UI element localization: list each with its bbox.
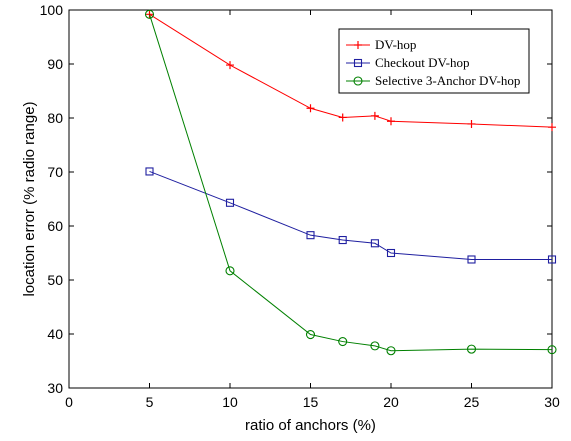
y-tick-label: 40 — [47, 326, 63, 342]
x-tick-label: 0 — [65, 394, 73, 410]
legend-label: Checkout DV-hop — [375, 55, 470, 70]
series-layer — [144, 9, 557, 356]
data-point — [338, 113, 347, 122]
axis-ticks: 0 5 10 15 20 25 30 30 40 50 60 70 80 90 100 — [40, 2, 560, 410]
y-tick-label: 70 — [47, 164, 63, 180]
series-line — [149, 170, 552, 260]
x-tick-label: 20 — [383, 394, 399, 410]
y-tick-label: 100 — [40, 2, 64, 18]
x-tick-label: 5 — [146, 394, 154, 410]
x-tick-label: 25 — [464, 394, 480, 410]
series-1 — [145, 10, 556, 132]
data-point — [306, 104, 315, 113]
data-point — [386, 346, 396, 356]
legend: DV-hop Checkout DV-hop Selective 3-Anchor … — [338, 28, 530, 94]
data-point — [466, 344, 477, 354]
data-point — [306, 231, 315, 240]
x-tick-label: 15 — [303, 394, 319, 410]
data-point — [547, 255, 557, 264]
legend-marker — [353, 76, 363, 86]
series-line — [149, 13, 553, 128]
data-point — [370, 111, 379, 120]
data-point — [338, 337, 348, 347]
data-point — [144, 9, 155, 19]
series-line — [149, 14, 553, 352]
y-tick-label: 90 — [47, 56, 63, 72]
y-tick-label: 60 — [47, 218, 63, 234]
data-point — [226, 61, 234, 70]
data-point — [467, 255, 476, 264]
data-point — [548, 123, 556, 132]
x-axis-title: ratio of anchors (%) — [245, 417, 376, 434]
data-point — [370, 239, 379, 248]
data-point — [370, 341, 380, 351]
legend-entry: Checkout DV-hop — [346, 55, 470, 70]
series-3 — [144, 9, 557, 356]
legend-marker — [354, 41, 362, 49]
data-point — [467, 119, 476, 128]
legend-entry: Selective 3-Anchor DV-hop — [346, 73, 520, 88]
legend-label: Selective 3-Anchor DV-hop — [375, 73, 520, 88]
data-point — [547, 345, 557, 355]
data-point — [225, 266, 235, 276]
y-tick-label: 30 — [47, 380, 63, 396]
data-point — [338, 235, 347, 245]
y-axis-title: location error (% radio range) — [21, 101, 38, 296]
y-tick-label: 50 — [47, 272, 63, 288]
x-tick-label: 10 — [222, 394, 238, 410]
y-tick-label: 80 — [47, 110, 63, 126]
data-point — [387, 117, 395, 126]
data-point — [386, 248, 396, 258]
legend-label: DV-hop — [375, 37, 416, 52]
x-tick-label: 30 — [544, 394, 560, 410]
legend-marker — [353, 58, 363, 68]
data-point — [225, 198, 235, 207]
series-2 — [145, 167, 557, 264]
legend-box — [338, 28, 530, 94]
legend-entry: DV-hop — [346, 37, 416, 52]
data-point — [145, 167, 154, 176]
data-point — [305, 329, 316, 340]
